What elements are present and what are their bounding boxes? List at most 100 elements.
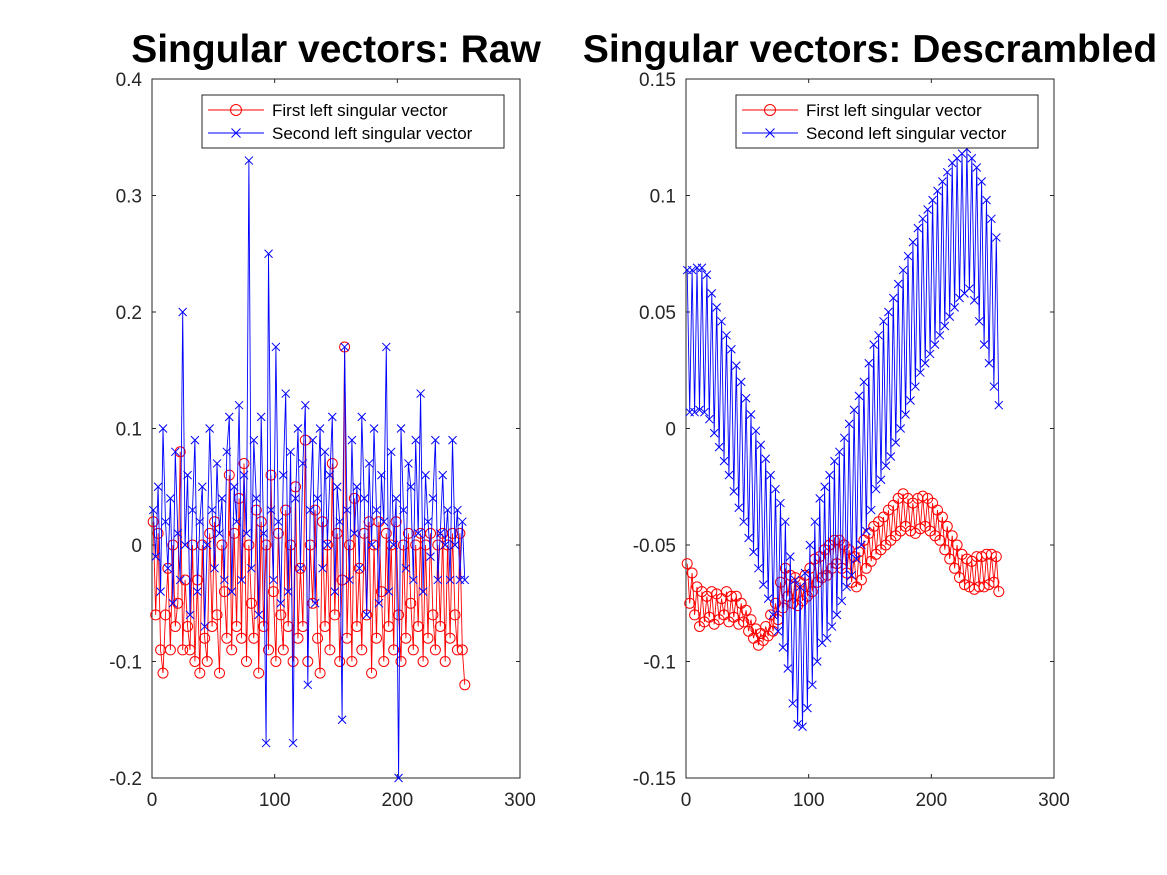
data-point bbox=[255, 516, 267, 528]
data-point bbox=[175, 575, 185, 585]
data-point bbox=[151, 552, 161, 562]
data-point bbox=[702, 270, 712, 280]
data-point bbox=[445, 575, 455, 585]
data-point bbox=[264, 249, 273, 259]
data-point bbox=[210, 563, 219, 573]
data-point bbox=[859, 377, 869, 387]
data-point bbox=[277, 644, 289, 656]
data-point bbox=[442, 539, 454, 551]
ticks: 0 100 200 300 -0.2 -0.1 0 0.1 0.2 0.3 0.4 bbox=[109, 70, 536, 811]
data-point bbox=[156, 587, 165, 596]
data-point bbox=[942, 167, 952, 177]
right-subplot: 0 100 200 300 -0.15 -0.1 -0.05 0 0.05 0.1 0.15 Fir… bbox=[583, 28, 1157, 811]
data-point bbox=[341, 632, 353, 644]
data-point bbox=[928, 195, 937, 205]
data-point bbox=[183, 470, 192, 480]
data-point bbox=[763, 594, 773, 603]
data-point bbox=[275, 609, 287, 621]
data-point bbox=[832, 610, 842, 620]
data-point bbox=[238, 458, 250, 469]
data-point bbox=[706, 586, 718, 598]
data-point bbox=[372, 505, 381, 515]
data-point bbox=[451, 644, 463, 656]
data-point bbox=[920, 358, 930, 368]
data-point bbox=[352, 482, 362, 492]
data-point bbox=[852, 554, 861, 564]
data-point bbox=[766, 470, 775, 480]
data-point bbox=[168, 598, 178, 608]
data-point bbox=[408, 575, 418, 585]
data-point bbox=[983, 579, 995, 591]
data-point bbox=[903, 251, 913, 261]
data-point bbox=[244, 156, 254, 165]
data-point bbox=[979, 340, 989, 349]
data-point bbox=[940, 321, 950, 331]
data-point bbox=[318, 563, 327, 573]
data-point bbox=[844, 419, 854, 429]
data-point bbox=[374, 598, 384, 608]
data-point bbox=[925, 349, 935, 359]
data-point bbox=[254, 610, 264, 620]
data-point bbox=[935, 330, 945, 340]
data-point bbox=[416, 389, 425, 398]
data-point bbox=[444, 632, 456, 644]
data-point bbox=[270, 656, 282, 667]
data-point bbox=[810, 517, 820, 527]
data-point bbox=[398, 539, 409, 551]
data-point bbox=[793, 720, 802, 729]
data-point bbox=[386, 447, 396, 457]
data-point bbox=[803, 703, 812, 713]
data-point bbox=[242, 528, 251, 538]
data-point bbox=[744, 533, 753, 543]
chart-title: Singular vectors: Descrambled bbox=[583, 28, 1157, 71]
data-point bbox=[828, 534, 840, 546]
series-layer bbox=[681, 144, 1005, 732]
data-point bbox=[354, 563, 364, 573]
data-point bbox=[884, 307, 893, 317]
data-point bbox=[350, 528, 359, 538]
data-point bbox=[307, 597, 319, 609]
data-point bbox=[164, 644, 176, 656]
data-point bbox=[178, 307, 188, 317]
data-point bbox=[785, 552, 795, 562]
data-point bbox=[331, 527, 343, 539]
data-point bbox=[917, 490, 929, 502]
data-point bbox=[291, 494, 300, 503]
data-point bbox=[936, 511, 948, 523]
data-point bbox=[459, 679, 471, 691]
data-point bbox=[842, 582, 852, 592]
data-point bbox=[768, 610, 778, 620]
data-point bbox=[749, 547, 758, 557]
data-point bbox=[193, 587, 202, 596]
data-point bbox=[714, 442, 724, 452]
series-line bbox=[152, 160, 466, 779]
legend-marker bbox=[231, 128, 241, 138]
legend-marker bbox=[764, 104, 776, 116]
data-point bbox=[423, 517, 433, 527]
series-second-left-singular-vector bbox=[682, 144, 1004, 732]
data-point bbox=[758, 580, 768, 589]
data-point bbox=[756, 440, 766, 450]
data-point bbox=[689, 609, 701, 621]
data-point bbox=[761, 454, 771, 464]
data-point bbox=[427, 609, 439, 621]
legend: First left singular vector Second left si… bbox=[735, 94, 1039, 149]
data-point bbox=[984, 358, 994, 368]
data-point bbox=[332, 482, 342, 492]
data-point bbox=[303, 680, 313, 690]
data-point bbox=[985, 548, 997, 560]
data-point bbox=[258, 621, 270, 632]
data-point bbox=[292, 632, 304, 644]
data-point bbox=[418, 587, 428, 596]
data-point bbox=[337, 715, 347, 725]
data-point bbox=[405, 597, 417, 609]
data-point bbox=[911, 382, 920, 391]
data-point bbox=[951, 539, 963, 551]
data-point bbox=[228, 527, 240, 539]
data-point bbox=[319, 621, 331, 632]
data-point bbox=[407, 644, 419, 656]
data-point bbox=[913, 223, 923, 233]
data-point bbox=[248, 632, 260, 644]
data-point bbox=[200, 622, 210, 631]
data-point bbox=[366, 667, 378, 679]
